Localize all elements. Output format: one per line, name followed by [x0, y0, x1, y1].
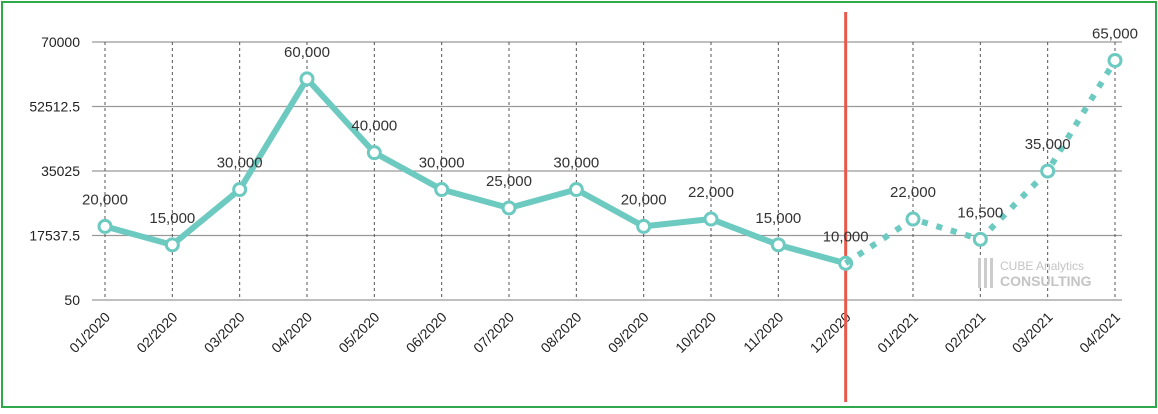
- watermark-text: CUBE Analytics: [1000, 259, 1084, 273]
- data-label: 16,500: [957, 204, 1003, 221]
- data-label: 35,000: [1025, 136, 1071, 153]
- data-label: 15,000: [149, 210, 195, 227]
- point: [434, 182, 450, 198]
- data-label: 30,000: [553, 155, 599, 172]
- data-label: 40,000: [351, 118, 397, 135]
- point: [164, 237, 180, 253]
- point: [972, 231, 988, 247]
- point: [232, 182, 248, 198]
- y-tick-label: 35025: [41, 163, 80, 179]
- point: [905, 211, 921, 227]
- point: [501, 200, 517, 216]
- data-label: 22,000: [890, 184, 936, 201]
- series-line: [104, 75, 847, 267]
- point: [636, 218, 652, 234]
- point: [703, 211, 719, 227]
- watermark-icon: [984, 258, 987, 288]
- point: [97, 218, 113, 234]
- y-tick-label: 52512.5: [29, 99, 80, 115]
- point: [366, 145, 382, 161]
- data-label: 25,000: [486, 173, 532, 190]
- point: [299, 71, 315, 87]
- watermark-icon: [978, 258, 981, 288]
- data-label: 60,000: [284, 44, 330, 61]
- point: [1040, 163, 1056, 179]
- data-label: 10,000: [823, 228, 869, 245]
- point: [568, 182, 584, 198]
- data-label: 65,000: [1092, 25, 1138, 42]
- data-label: 20,000: [82, 191, 128, 208]
- data-label: 15,000: [755, 210, 801, 227]
- point: [1107, 52, 1123, 68]
- data-label: 30,000: [419, 155, 465, 172]
- watermark-text: CONSULTING: [1000, 273, 1092, 289]
- point: [770, 237, 786, 253]
- data-label: 30,000: [217, 155, 263, 172]
- data-label: 22,000: [688, 184, 734, 201]
- data-label: 20,000: [621, 191, 667, 208]
- y-tick-label: 50: [64, 292, 80, 308]
- watermark-icon: [990, 258, 993, 288]
- y-tick-label: 17537.5: [29, 228, 80, 244]
- y-tick-label: 70000: [41, 34, 80, 50]
